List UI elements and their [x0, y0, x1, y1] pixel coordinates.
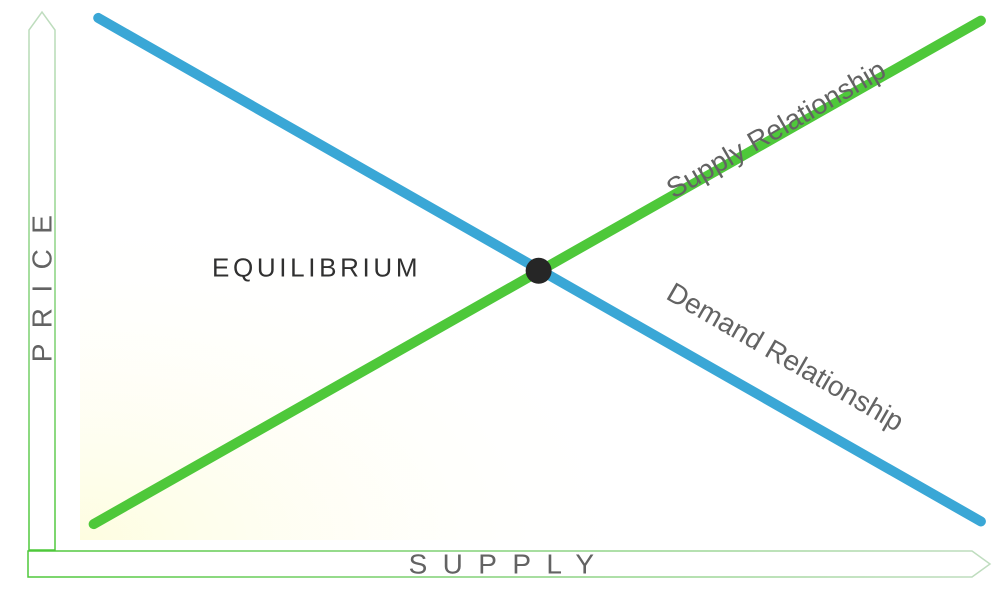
equilibrium-label: EQUILIBRIUM [212, 253, 421, 283]
y-axis-label: PRICE [27, 200, 58, 363]
supply-demand-chart: Supply RelationshipDemand RelationshipEQ… [0, 0, 1000, 600]
x-axis-label: SUPPLY [409, 549, 610, 580]
equilibrium-point [526, 258, 552, 284]
